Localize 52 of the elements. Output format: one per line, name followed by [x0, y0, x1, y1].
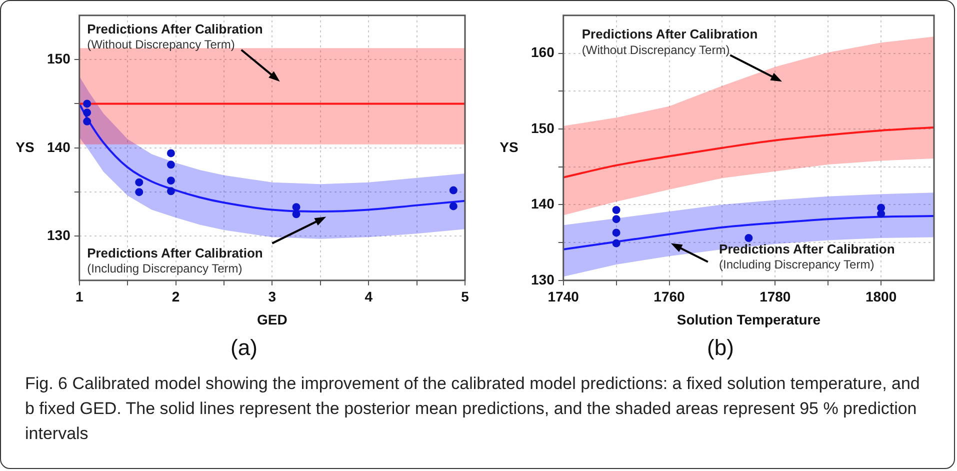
point [166, 176, 175, 185]
point [877, 210, 886, 218]
y-tick-label: 130 [531, 271, 555, 288]
annotation: Predictions After Calibration [719, 241, 895, 256]
y-axis-title: YS [16, 138, 34, 155]
annotation: (Including Discrepancy Term) [719, 258, 874, 272]
y-tick-label: 150 [47, 50, 71, 66]
point [449, 186, 458, 194]
x-tick-label: 1760 [654, 288, 686, 305]
point [612, 228, 620, 237]
y-tick-label: 160 [531, 44, 555, 60]
x-tick-label: 1 [75, 288, 84, 305]
x-axis-title: Solution Temperature [676, 311, 821, 328]
annotation: (Including Discrepancy Term) [87, 262, 242, 276]
point [292, 210, 300, 218]
x-axis-title: GED [257, 311, 288, 328]
point [166, 187, 175, 196]
y-tick-label: 140 [531, 196, 555, 212]
point [83, 117, 92, 126]
annotation: (Without Discrepancy Term) [582, 42, 730, 57]
point [166, 160, 175, 169]
x-tick-label: 1780 [760, 288, 791, 305]
point [83, 100, 92, 108]
point [83, 108, 92, 117]
point [135, 188, 144, 196]
annotation: (Without Discrepancy Term) [87, 38, 235, 52]
text: (b) [707, 335, 734, 361]
annotation: Predictions After Calibration [582, 26, 758, 42]
y-tick-label: 130 [47, 227, 71, 244]
x-tick-label: 1740 [548, 288, 580, 305]
point [744, 234, 753, 242]
x-tick-label: 3 [268, 288, 276, 305]
y-tick-label: 140 [47, 138, 71, 155]
line-series [79, 102, 465, 212]
x-tick-label: 2 [172, 288, 180, 305]
point [449, 202, 458, 210]
y-axis-title: YS [500, 138, 518, 155]
point [612, 215, 620, 224]
point [292, 203, 300, 212]
annotation: Predictions After Calibration [87, 21, 263, 36]
caption: Fig. 6 Calibrated model showing the improvement of the calibrated model predictions: a fixed solution temperature, and b fixed GED. The solid lines represent the posterior mean predictions, and the shaded areas represent 95 % prediction intervals [25, 373, 921, 445]
x-tick-label: 4 [364, 288, 373, 305]
y-tick-label: 150 [531, 120, 555, 136]
text: (a) [230, 335, 258, 361]
annotation: Predictions After Calibration [87, 245, 263, 260]
point [166, 149, 175, 158]
line-series [563, 126, 934, 178]
point [612, 206, 620, 214]
point [612, 239, 620, 248]
x-tick-label: 5 [461, 288, 470, 305]
x-tick-label: 1800 [865, 288, 897, 305]
point [135, 178, 144, 186]
